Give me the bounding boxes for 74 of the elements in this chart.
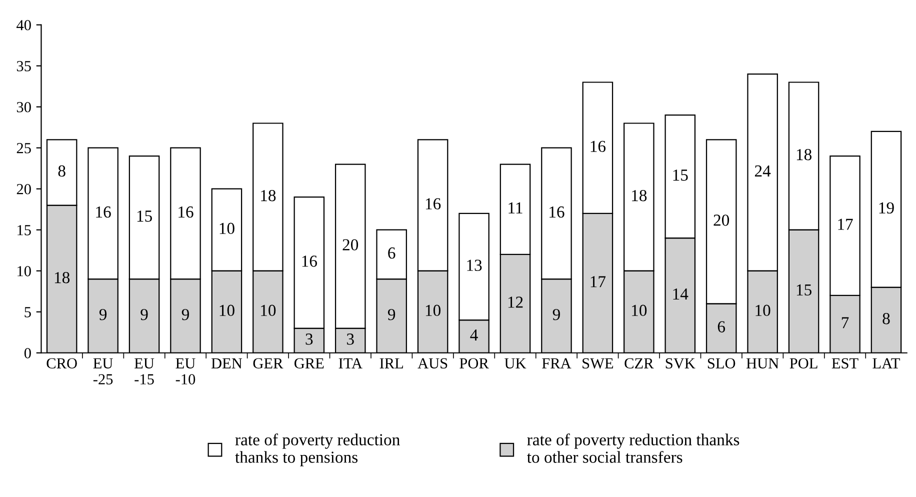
data-label: 9 [388, 308, 396, 320]
y-tick-label: 10 [18, 266, 31, 276]
data-label: 14 [673, 288, 688, 300]
data-label: 24 [754, 165, 771, 176]
x-tick-label: FRA [542, 358, 572, 368]
data-label: 10 [220, 222, 234, 234]
x-tick-label: LAT [872, 358, 900, 368]
x-tick-label: EU -25 [93, 358, 113, 384]
data-label: 15 [796, 284, 812, 296]
data-label: 9 [99, 308, 107, 320]
data-label: 20 [714, 214, 730, 226]
x-tick-label: EU -15 [134, 358, 154, 384]
data-label: 16 [590, 140, 606, 152]
data-label: 8 [58, 165, 66, 177]
data-label: 4 [470, 330, 478, 340]
data-label: 9 [140, 308, 148, 320]
y-tick-label: 5 [24, 307, 31, 318]
data-label: 18 [54, 272, 70, 284]
x-tick-label: POL [790, 358, 818, 368]
x-tick-label: AUS [418, 358, 448, 368]
data-label: 16 [550, 206, 564, 218]
data-label: 16 [302, 256, 317, 267]
y-tick-label: 20 [16, 184, 31, 194]
y-tick-label: 35 [16, 61, 31, 72]
data-label: 13 [467, 260, 482, 271]
legend-label: rate of poverty reduction thanks to other social transfers [527, 433, 740, 463]
data-label: 7 [842, 317, 849, 328]
data-label: 15 [137, 210, 152, 222]
data-label: 10 [220, 304, 234, 316]
x-tick-label: SVK [666, 358, 696, 369]
y-tick-label: 40 [16, 20, 31, 30]
data-label: 9 [182, 308, 189, 320]
data-label: 19 [879, 202, 894, 214]
data-label: 8 [882, 312, 890, 324]
data-label: 6 [388, 247, 396, 259]
data-label: 3 [306, 334, 313, 345]
x-tick-label: IRL [380, 358, 403, 368]
data-label: 17 [590, 276, 606, 288]
x-tick-label: GER [253, 358, 284, 368]
x-tick-label: ITA [338, 358, 362, 368]
y-tick-label: 25 [16, 143, 31, 154]
x-tick-label: CZR [624, 358, 654, 368]
x-tick-label: HUN [746, 358, 779, 368]
data-label: 18 [261, 190, 276, 202]
data-label: 16 [178, 206, 194, 218]
x-tick-label: UK [504, 358, 526, 368]
y-tick-label: 0 [24, 348, 31, 358]
y-tick-label: 30 [16, 102, 31, 112]
data-label: 15 [673, 170, 688, 181]
data-label: 12 [508, 296, 523, 308]
x-tick-label: EU -10 [176, 358, 196, 384]
x-tick-label: SWE [582, 358, 614, 369]
x-tick-label: GRE [294, 358, 324, 368]
data-label: 11 [508, 202, 522, 214]
data-label: 16 [426, 198, 441, 210]
x-tick-label: CRO [46, 358, 77, 368]
y-tick-label: 15 [18, 225, 31, 236]
data-label: 18 [632, 190, 647, 202]
x-tick-label: DEN [211, 358, 242, 368]
legend-label: rate of poverty reduction thanks to pensions [235, 433, 400, 466]
data-label: 16 [96, 206, 111, 218]
x-tick-label: SLO [708, 358, 736, 368]
data-label: 10 [632, 304, 647, 316]
data-label: 3 [347, 334, 354, 345]
data-label: 20 [342, 239, 358, 250]
data-label: 6 [718, 321, 726, 332]
x-tick-label: EST [832, 358, 858, 368]
data-label: 17 [838, 218, 853, 230]
data-label: 9 [552, 308, 560, 320]
data-label: 10 [756, 304, 770, 316]
data-label: 18 [796, 148, 812, 160]
data-label: 10 [426, 304, 441, 316]
x-tick-label: POR [460, 358, 489, 368]
data-label: 10 [261, 304, 276, 316]
